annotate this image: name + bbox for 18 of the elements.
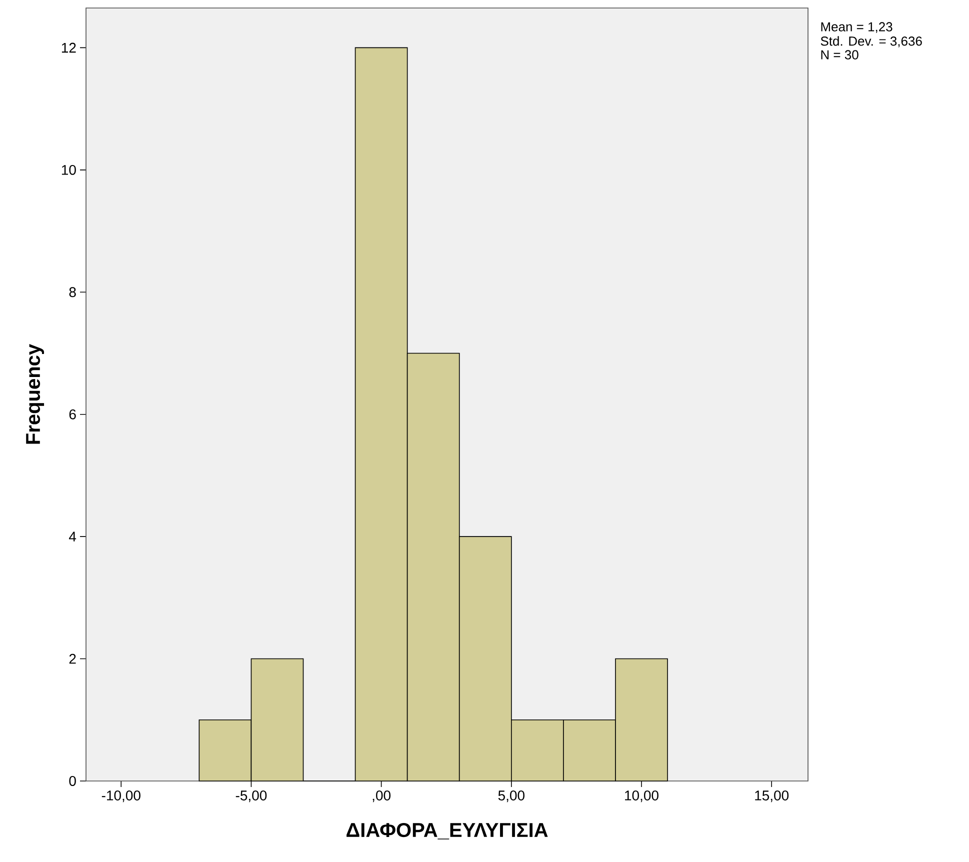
y-tick-label: 8: [69, 287, 76, 298]
y-tick-label: 6: [69, 409, 76, 420]
x-tick-label: 10,00: [625, 790, 658, 802]
x-tick-label: -10,00: [102, 790, 140, 802]
x-axis-title: ΔΙΑΦΟΡΑ_ΕΥΛΥΓΙΣΙΑ: [346, 822, 548, 840]
x-tick-label: 5,00: [498, 790, 524, 802]
x-tick-label: 15,00: [755, 790, 789, 802]
y-tick-label: 12: [62, 42, 76, 53]
x-tick-label: -5,00: [236, 790, 267, 802]
text: N = 30: [821, 50, 858, 60]
x-tick-label: ,00: [372, 790, 390, 802]
y-tick-label: 4: [68, 532, 76, 542]
text: Std. Dev. = 3,636: [820, 36, 922, 48]
y-tick-label: 10: [62, 164, 76, 175]
y-tick-label: 2: [69, 654, 76, 664]
y-tick-label: 0: [69, 776, 76, 786]
y-axis-title: Frequency: [26, 344, 44, 444]
text: Mean = 1,23: [821, 22, 892, 33]
